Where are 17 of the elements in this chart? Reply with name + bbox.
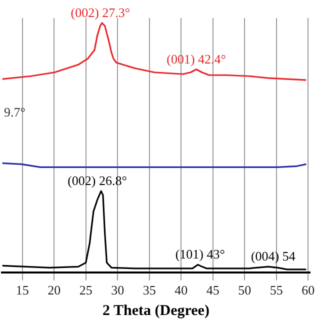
x-tick-label: 15 bbox=[16, 282, 29, 298]
x-tick-label: 45 bbox=[206, 282, 220, 298]
x-tick-label: 20 bbox=[48, 282, 61, 298]
x-tick-label: 50 bbox=[238, 282, 252, 298]
annotation: (002) 26.8° bbox=[68, 173, 127, 188]
annotation: (101) 43° bbox=[175, 246, 225, 262]
x-tick-label: 55 bbox=[270, 282, 283, 298]
annotation: (004) 54 bbox=[250, 248, 296, 264]
x-tick-label: 30 bbox=[111, 282, 124, 298]
x-tick-label: 40 bbox=[174, 282, 188, 298]
x-tick-label: 25 bbox=[79, 282, 92, 298]
annotation: (002) 27.3° bbox=[70, 4, 130, 20]
x-tick-label: 60 bbox=[302, 282, 315, 298]
annotation: 9.7° bbox=[4, 104, 26, 120]
annotation: (001) 42.4° bbox=[166, 51, 226, 66]
x-tick-label: 35 bbox=[142, 282, 156, 298]
x-axis-title: 2 Theta (Degree) bbox=[102, 302, 210, 319]
